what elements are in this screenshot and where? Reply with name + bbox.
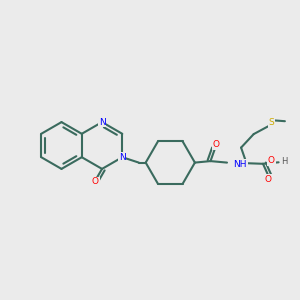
Text: O: O: [213, 140, 220, 149]
Text: N: N: [99, 118, 105, 127]
Polygon shape: [235, 161, 247, 164]
Text: NH: NH: [234, 160, 247, 169]
Text: S: S: [268, 118, 274, 127]
Text: O: O: [92, 177, 99, 186]
Text: O: O: [268, 156, 275, 165]
Text: N: N: [119, 153, 126, 162]
Text: O: O: [265, 175, 272, 184]
Text: H: H: [281, 157, 287, 166]
